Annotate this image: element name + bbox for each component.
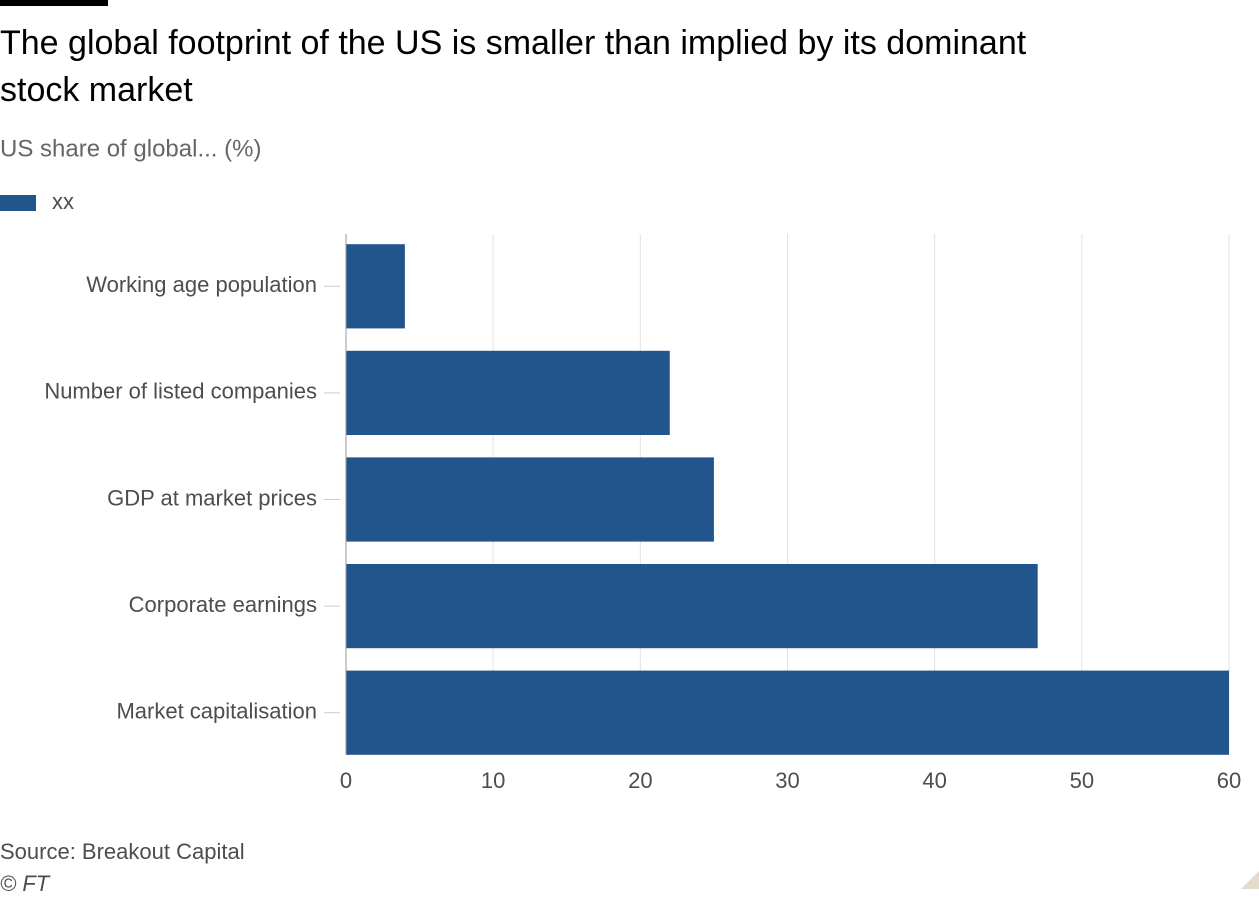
x-tick-label: 50 [1070,768,1094,793]
y-tick-label: Corporate earnings [129,592,317,617]
x-tick-label: 20 [628,768,652,793]
bar [346,350,670,436]
y-tick-label: GDP at market prices [107,485,317,510]
x-tick-label: 0 [340,768,352,793]
y-tick-label: Working age population [86,272,317,297]
bar [346,457,714,542]
y-tick-label: Market capitalisation [116,699,317,724]
source: Source: Breakout Capital [0,839,245,864]
bar [346,670,1229,755]
x-tick-label: 30 [775,768,799,793]
x-tick-label: 40 [922,768,946,793]
bar [346,563,1038,649]
chart-subtitle: US share of global... (%) [0,135,261,162]
x-tick-label: 60 [1217,768,1241,793]
corner-mark [1241,871,1259,889]
y-tick-label: Number of listed companies [44,379,317,404]
credit: © FT [0,871,51,896]
brand-bar [0,0,108,6]
legend-swatch [0,195,36,211]
chart-title: The global footprint of the US is smalle… [0,24,1027,109]
bar [346,244,405,329]
x-tick-label: 10 [481,768,505,793]
legend-label: xx [52,189,74,214]
